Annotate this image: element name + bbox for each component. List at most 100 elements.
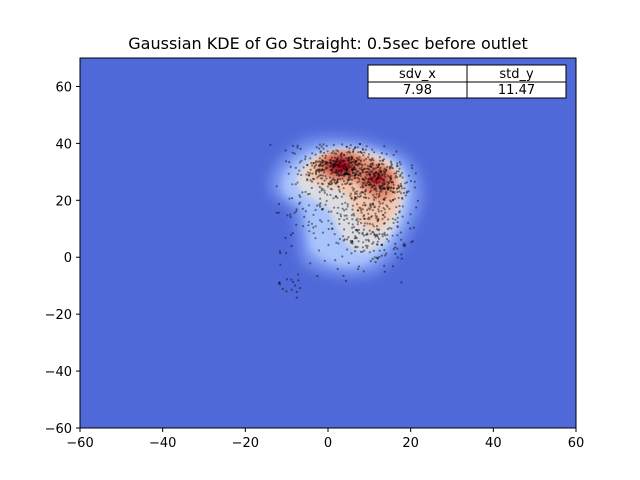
scatter-point	[367, 240, 370, 243]
scatter-point	[407, 190, 410, 193]
scatter-point	[320, 169, 323, 172]
scatter-point	[351, 242, 354, 245]
scatter-point	[369, 164, 372, 167]
scatter-point	[288, 197, 291, 200]
scatter-point	[293, 211, 296, 214]
scatter-point	[404, 182, 407, 185]
scatter-point	[383, 171, 386, 174]
scatter-point	[334, 156, 337, 159]
scatter-point	[394, 213, 397, 216]
scatter-point	[395, 150, 398, 153]
scatter-point	[415, 206, 418, 209]
scatter-point	[385, 152, 388, 156]
scatter-point	[389, 165, 392, 168]
scatter-point	[367, 216, 371, 219]
scatter-point	[401, 205, 404, 208]
scatter-point	[278, 283, 281, 286]
scatter-point	[304, 158, 307, 161]
scatter-point	[337, 164, 341, 167]
scatter-point	[335, 170, 338, 173]
scatter-point	[312, 162, 315, 165]
scatter-point	[391, 191, 395, 194]
scatter-point	[321, 164, 324, 167]
scatter-point	[377, 237, 381, 241]
scatter-point	[346, 203, 349, 206]
scatter-point	[395, 172, 398, 175]
scatter-point	[318, 174, 321, 177]
scatter-point	[375, 193, 378, 196]
scatter-point	[346, 238, 349, 241]
scatter-point	[339, 178, 342, 181]
scatter-point	[319, 163, 322, 166]
scatter-point	[376, 243, 379, 246]
scatter-point	[323, 163, 326, 166]
scatter-point	[342, 274, 345, 277]
scatter-point	[384, 187, 387, 190]
scatter-point	[369, 204, 372, 207]
scatter-point	[343, 173, 346, 176]
scatter-point	[347, 157, 351, 160]
scatter-point	[310, 161, 313, 165]
scatter-point	[331, 227, 334, 230]
scatter-point	[369, 176, 372, 179]
scatter-point	[363, 190, 366, 193]
scatter-point	[343, 228, 346, 231]
scatter-point	[330, 183, 333, 186]
scatter-point	[360, 191, 363, 194]
scatter-point	[285, 290, 288, 293]
scatter-point	[361, 246, 364, 249]
scatter-point	[330, 165, 333, 168]
scatter-point	[363, 224, 366, 227]
scatter-point	[367, 164, 370, 168]
scatter-point	[376, 234, 379, 237]
scatter-point	[335, 172, 339, 175]
scatter-point	[367, 178, 370, 181]
scatter-point	[324, 162, 327, 166]
scatter-point	[373, 174, 376, 177]
scatter-point	[335, 195, 338, 198]
scatter-point	[357, 162, 360, 165]
scatter-point	[371, 242, 374, 245]
scatter-point	[361, 148, 365, 151]
scatter-point	[320, 161, 323, 164]
scatter-point	[341, 165, 345, 168]
scatter-point	[333, 164, 336, 167]
scatter-point	[347, 172, 350, 175]
scatter-point	[337, 163, 340, 166]
scatter-point	[331, 167, 334, 170]
scatter-point	[321, 168, 324, 171]
scatter-point	[372, 163, 375, 166]
scatter-point	[376, 257, 379, 260]
scatter-point	[294, 166, 297, 169]
scatter-point	[401, 176, 404, 179]
scatter-point	[321, 188, 325, 191]
scatter-point	[377, 208, 380, 211]
scatter-point	[409, 213, 412, 216]
scatter-point	[320, 182, 323, 185]
scatter-point	[383, 249, 386, 252]
scatter-point	[314, 225, 317, 228]
scatter-point	[324, 203, 327, 206]
scatter-point	[359, 172, 362, 175]
scatter-point	[368, 173, 371, 177]
scatter-point	[361, 170, 364, 174]
scatter-point	[314, 153, 317, 156]
scatter-point	[342, 174, 346, 178]
scatter-point	[384, 196, 387, 199]
scatter-point	[356, 181, 359, 184]
scatter-point	[319, 150, 322, 153]
scatter-point	[382, 183, 385, 186]
scatter-point	[377, 177, 380, 180]
scatter-point	[354, 146, 357, 149]
scatter-point	[367, 183, 370, 186]
scatter-point	[316, 176, 319, 179]
scatter-point	[293, 284, 296, 287]
scatter-point	[324, 167, 327, 170]
scatter-point	[361, 184, 364, 187]
x-tick-label: 20	[402, 436, 419, 451]
scatter-point	[303, 215, 306, 218]
x-tick-label: −20	[232, 436, 259, 451]
scatter-point	[335, 163, 338, 166]
scatter-point	[374, 235, 377, 238]
scatter-point	[370, 159, 373, 162]
